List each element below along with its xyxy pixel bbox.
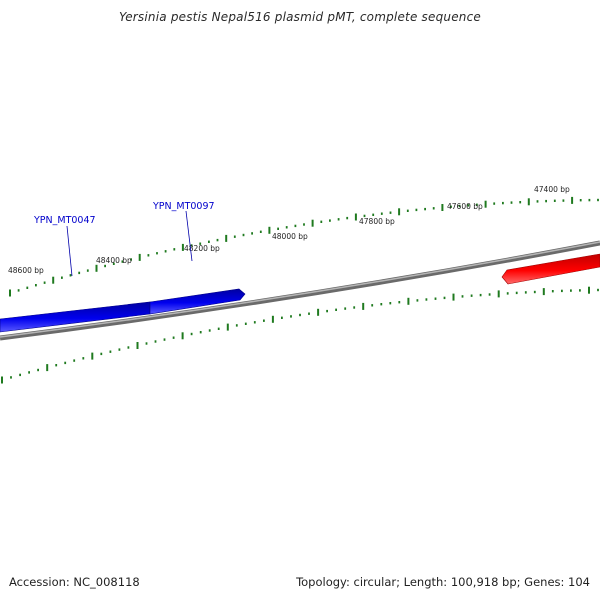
tick-label: 47600 bp (447, 202, 483, 211)
gene-reverse-strand[interactable] (501, 253, 600, 285)
inner-tick-ring (1, 286, 599, 384)
map-title: Yersinia pestis Nepal516 plasmid pMT, co… (119, 10, 481, 24)
gene-ypn-mt0097[interactable] (149, 288, 246, 315)
tick-label: 48400 bp (96, 256, 132, 265)
tick-labels: 48600 bp 48400 bp 48200 bp 48000 bp 4780… (8, 185, 570, 275)
gene-label-leaders (66, 210, 193, 277)
plasmid-backbone (0, 240, 600, 341)
accession-label: Accession: NC_008118 (9, 575, 140, 589)
tick-label: 47800 bp (359, 217, 395, 226)
tick-label: 48000 bp (272, 232, 308, 241)
gene-label-ypn-mt0047[interactable]: YPN_MT0047 (33, 215, 96, 226)
topology-summary: Topology: circular; Length: 100,918 bp; … (296, 575, 590, 589)
tick-label: 48600 bp (8, 266, 44, 275)
outer-tick-ring (9, 196, 599, 297)
tick-label: 47400 bp (534, 185, 570, 194)
gene-label-ypn-mt0097[interactable]: YPN_MT0097 (152, 201, 215, 212)
tick-label: 48200 bp (184, 244, 220, 253)
